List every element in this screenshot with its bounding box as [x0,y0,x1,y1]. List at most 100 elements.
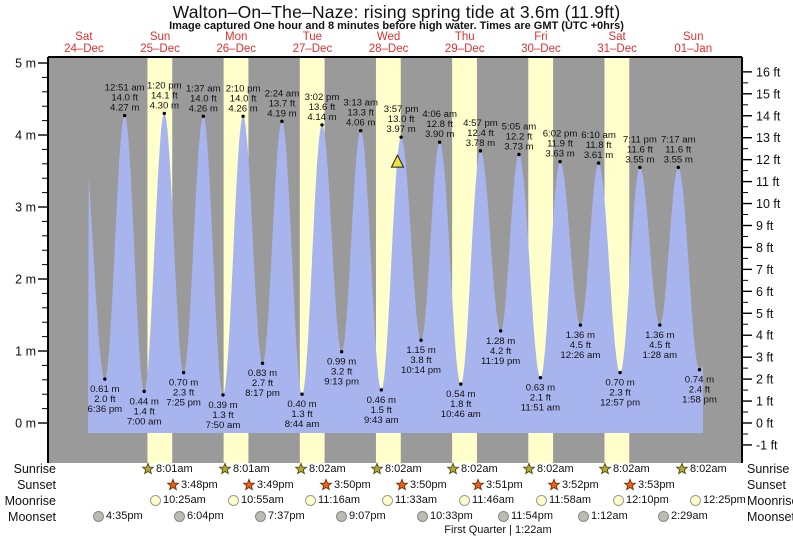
day-label-date: 26–Dec [216,43,256,55]
low-tide-annotation: 1.5 ft [371,405,393,416]
low-tide-annotation: 1.8 ft [450,399,472,410]
astro-event-time: 12:10pm [626,494,669,506]
high-tide-annotation: 14.0 ft [230,93,257,104]
axis-label-ft: 4 ft [756,329,774,343]
astro-event-time: 12:25pm [703,494,746,506]
axis-label-ft: 3 ft [756,351,774,365]
low-tide-annotation: 8:44 am [285,419,320,430]
low-tide-annotation: 10:46 am [441,409,481,420]
astro-event-time: 11:58am [549,494,591,506]
capture-marker-icon [390,154,405,168]
low-tide-annotation: 1.36 m [566,330,595,341]
axis-label-m: 0 m [15,417,36,431]
axis-label-m: 2 m [15,273,36,287]
page-title: Walton–On–The–Naze: rising spring tide a… [172,2,621,22]
low-tide-annotation: 10:14 pm [401,365,441,376]
low-tide-dot [181,370,186,375]
axis-label-ft: 16 ft [756,65,781,79]
high-tide-annotation: 7:17 am [661,134,696,145]
astro-event-time: 6:04pm [187,510,224,522]
moonset-circle-icon [657,510,670,523]
low-tide-annotation: 0.99 m [327,357,356,368]
low-tide-annotation: 0.63 m [526,383,555,394]
astro-event: 7:37pm [254,510,305,523]
astro-event: 3:49pm [242,478,294,492]
sunrise-star-icon [141,462,155,476]
high-tide-annotation: 4:06 am [422,109,457,120]
low-tide-annotation: 6:36 pm [87,404,122,415]
astro-event: 3:52pm [547,478,599,492]
high-tide-annotation: 5:05 am [502,121,537,132]
high-tide-dot [320,123,324,127]
day-label-weekday: Fri [534,31,547,43]
astro-row-label-right-sunrise: Sunrise [747,462,790,476]
day-label-weekday: Wed [377,31,400,43]
high-tide-annotation: 14.0 ft [190,93,217,104]
high-tide-annotation: 3.78 m [466,138,495,149]
high-tide-dot [478,149,483,153]
low-tide-annotation: 2.7 ft [252,378,274,389]
high-tide-annotation: 12.4 ft [467,128,494,139]
astro-event-time: 9:07pm [349,510,386,522]
high-tide-annotation: 13.0 ft [388,114,415,125]
astro-event-time: 3:48pm [181,478,218,491]
high-tide-annotation: 13.3 ft [347,108,374,119]
first-quarter-caption: First Quarter | 1:22am [444,524,552,536]
day-label-weekday: Sun [683,31,703,43]
axis-label-ft: 15 ft [756,87,781,101]
low-tide-annotation: 1.15 m [406,345,435,356]
day-label-weekday: Thu [455,31,475,43]
axis-label-m: 5 m [15,57,36,71]
low-tide-dot [300,392,304,396]
moonset-circle-icon [497,510,510,523]
low-tide-annotation: 2.0 ft [94,394,116,405]
high-tide-annotation: 14.0 ft [111,93,138,104]
axis-label-ft: 11 ft [756,175,780,189]
moonrise-circle-icon [612,494,625,507]
high-tide-annotation: 2:10 pm [226,83,261,94]
moonrise-circle-icon [535,494,548,507]
low-tide-dot [658,323,662,327]
astro-event-time: 8:02am [385,462,422,475]
day-label-weekday: Sat [75,31,93,43]
astro-event: 6:04pm [173,510,224,523]
low-tide-annotation: 7:50 am [206,420,241,431]
day-label-date: 28–Dec [369,43,409,55]
low-tide-dot [578,323,583,327]
day-label-weekday: Sat [608,31,626,43]
astro-event-time: 10:25am [163,494,206,506]
high-tide-dot [122,113,127,118]
low-tide-annotation: 1:58 pm [682,395,717,406]
axis-label-ft: 6 ft [756,285,774,299]
astro-event: 3:51pm [471,478,523,492]
moonset-circle-icon [416,510,429,523]
high-tide-dot [162,111,166,116]
high-tide-annotation: 4:57 pm [463,118,498,129]
high-tide-dot [437,140,442,144]
low-tide-dot [459,382,463,386]
astro-event: 12:25pm [689,494,746,507]
low-tide-annotation: 0.70 m [169,378,198,389]
astro-row-label-left-sunrise: Sunrise [13,462,56,476]
astro-event: 10:55am [227,494,284,507]
astro-event: 3:50pm [319,478,371,492]
high-tide-annotation: 13.6 ft [309,102,336,113]
high-tide-annotation: 1:37 am [186,83,221,94]
astro-event: 11:58am [535,494,591,507]
sunrise-star-icon [218,462,232,476]
high-tide-annotation: 4.14 m [307,112,336,123]
low-tide-annotation: 1.28 m [486,336,515,347]
high-tide-annotation: 4.30 m [150,100,179,111]
sunset-star-icon [319,478,333,492]
astro-event-time: 10:55am [241,494,284,506]
day-label-date: 29–Dec [445,43,485,55]
astro-event: 8:02am [522,462,574,476]
astro-event-time: 8:01am [156,462,193,475]
high-tide-annotation: 3.97 m [386,124,415,135]
high-tide-annotation: 11.6 ft [665,144,691,155]
astro-event: 11:46am [458,494,514,507]
astro-event: 11:33am [381,494,437,507]
high-tide-annotation: 1:20 pm [147,80,182,91]
axis-label-m: 1 m [15,345,36,359]
